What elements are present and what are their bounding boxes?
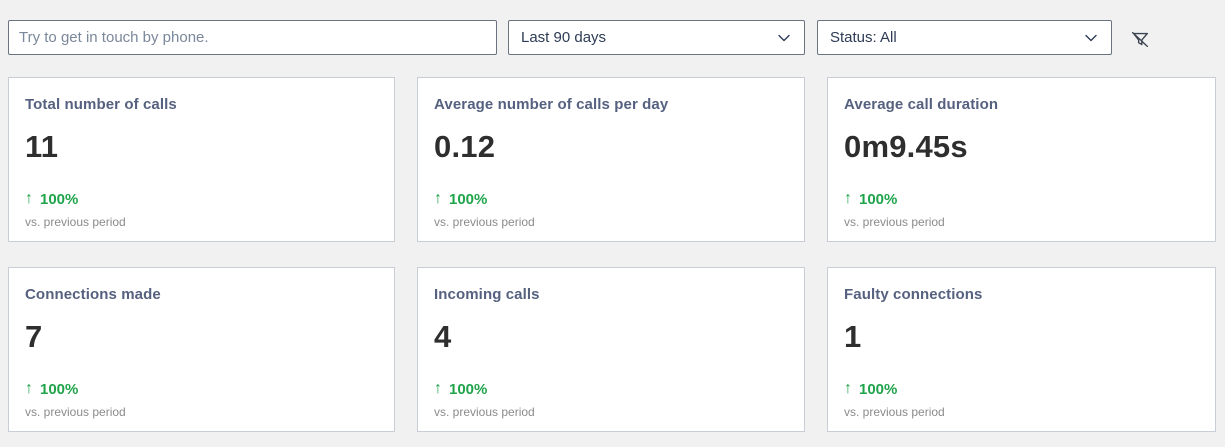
- stat-card-avg-call-duration: Average call duration 0m9.45s ↑ 100% vs.…: [827, 77, 1216, 242]
- change-percent: 100%: [449, 380, 488, 398]
- trend-up-arrow-icon: ↑: [844, 380, 852, 397]
- trend-up-arrow-icon: ↑: [434, 190, 442, 207]
- card-title: Faulty connections: [844, 286, 983, 303]
- card-value: 1: [844, 319, 862, 354]
- compare-label: vs. previous period: [844, 405, 945, 419]
- card-title: Average call duration: [844, 96, 999, 113]
- period-dropdown[interactable]: Last 90 days: [508, 20, 805, 55]
- filter-off-icon: [1131, 31, 1149, 48]
- period-dropdown-value: Last 90 days: [521, 29, 607, 46]
- trend-up-arrow-icon: ↑: [25, 190, 33, 207]
- compare-label: vs. previous period: [25, 405, 126, 419]
- card-change: ↑ 100%: [844, 380, 1199, 398]
- stat-card-avg-calls-per-day: Average number of calls per day 0.12 ↑ 1…: [417, 77, 805, 242]
- card-title: Total number of calls: [25, 96, 177, 113]
- compare-label: vs. previous period: [25, 215, 126, 229]
- card-value: 0.12: [434, 129, 496, 164]
- search-input[interactable]: [8, 20, 497, 55]
- stat-card-connections-made: Connections made 7 ↑ 100% vs. previous p…: [8, 267, 395, 432]
- clear-filters-button[interactable]: [1126, 25, 1154, 53]
- card-title: Average number of calls per day: [434, 96, 669, 113]
- stat-card-faulty-connections: Faulty connections 1 ↑ 100% vs. previous…: [827, 267, 1216, 432]
- chevron-down-icon: [1085, 34, 1097, 41]
- change-percent: 100%: [40, 380, 79, 398]
- compare-label: vs. previous period: [434, 215, 535, 229]
- stat-cards-grid: Total number of calls 11 ↑ 100% vs. prev…: [8, 77, 1216, 432]
- status-dropdown-value: Status: All: [830, 29, 897, 46]
- card-change: ↑ 100%: [434, 380, 788, 398]
- card-value: 0m9.45s: [844, 129, 968, 164]
- change-percent: 100%: [40, 190, 79, 208]
- card-title: Incoming calls: [434, 286, 540, 303]
- compare-label: vs. previous period: [844, 215, 945, 229]
- change-percent: 100%: [859, 380, 898, 398]
- trend-up-arrow-icon: ↑: [844, 190, 852, 207]
- card-change: ↑ 100%: [25, 380, 378, 398]
- card-value: 7: [25, 319, 43, 354]
- filters-toolbar: Last 90 days Status: All: [0, 0, 1225, 75]
- stat-card-total-calls: Total number of calls 11 ↑ 100% vs. prev…: [8, 77, 395, 242]
- chevron-down-icon: [778, 34, 790, 41]
- card-value: 4: [434, 319, 452, 354]
- card-change: ↑ 100%: [844, 190, 1199, 208]
- stat-card-incoming-calls: Incoming calls 4 ↑ 100% vs. previous per…: [417, 267, 805, 432]
- trend-up-arrow-icon: ↑: [434, 380, 442, 397]
- card-change: ↑ 100%: [25, 190, 378, 208]
- card-change: ↑ 100%: [434, 190, 788, 208]
- card-value: 11: [25, 129, 59, 164]
- change-percent: 100%: [449, 190, 488, 208]
- change-percent: 100%: [859, 190, 898, 208]
- trend-up-arrow-icon: ↑: [25, 380, 33, 397]
- card-title: Connections made: [25, 286, 161, 303]
- status-dropdown[interactable]: Status: All: [817, 20, 1112, 55]
- compare-label: vs. previous period: [434, 405, 535, 419]
